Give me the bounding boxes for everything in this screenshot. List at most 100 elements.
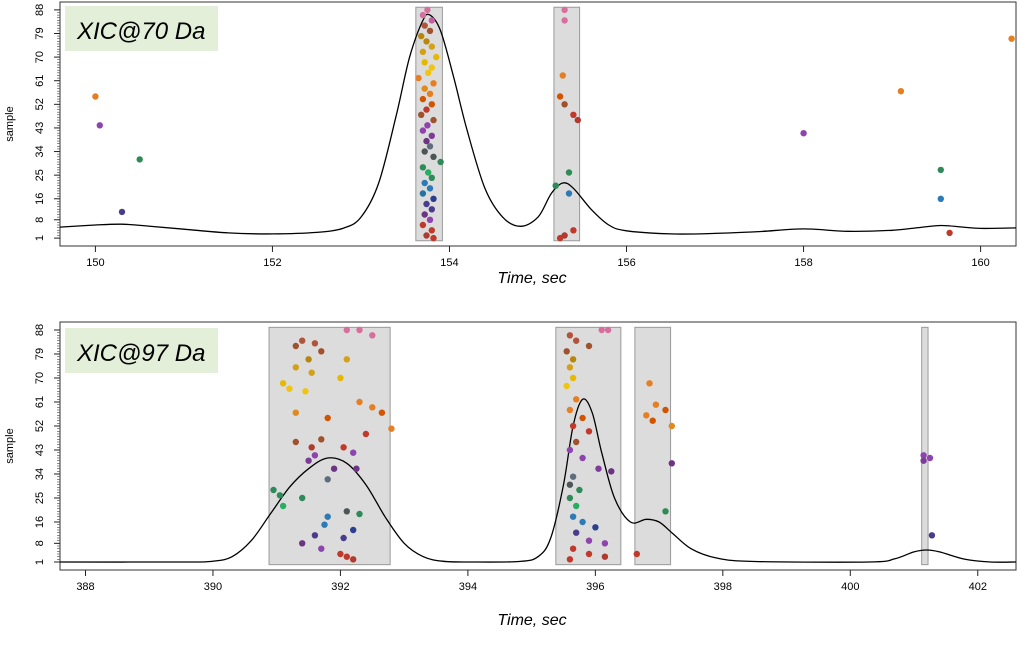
- sample-point: [559, 72, 566, 79]
- sample-point: [324, 513, 331, 520]
- x-tick-label: 388: [76, 581, 94, 593]
- sample-point: [662, 406, 669, 414]
- sample-point: [569, 473, 577, 480]
- sample-point: [569, 374, 577, 382]
- sample-point: [570, 227, 577, 234]
- sample-point: [276, 492, 284, 499]
- sample-point: [920, 457, 927, 464]
- sample-point: [652, 401, 660, 408]
- sample-point: [299, 540, 306, 547]
- x-tick-label: 152: [263, 257, 281, 269]
- sample-point: [428, 101, 435, 108]
- y-tick-label: 88: [34, 324, 46, 336]
- sample-point: [419, 95, 427, 103]
- sample-point: [579, 454, 586, 462]
- sample-point: [570, 111, 577, 119]
- sample-point: [556, 93, 564, 100]
- sample-point: [566, 446, 574, 454]
- sample-point: [423, 137, 430, 145]
- sample-point: [118, 208, 126, 216]
- sample-point: [421, 211, 428, 218]
- sample-point: [426, 27, 434, 35]
- sample-point: [437, 158, 444, 166]
- sample-point: [643, 412, 650, 419]
- sample-point: [566, 494, 574, 502]
- sample-point: [299, 494, 306, 502]
- sample-points: [92, 6, 1015, 242]
- sample-point: [565, 169, 573, 176]
- sample-point: [270, 486, 277, 494]
- sample-point: [426, 216, 434, 223]
- sample-point: [418, 32, 425, 40]
- sample-point: [415, 74, 422, 82]
- sample-point: [430, 195, 437, 202]
- sample-point: [561, 17, 568, 24]
- sample-point: [421, 179, 428, 187]
- sample-point: [430, 80, 437, 87]
- sample-point: [946, 229, 953, 237]
- sample-point: [292, 438, 299, 446]
- sample-point: [343, 553, 350, 560]
- sample-point: [419, 190, 427, 197]
- y-tick-label: 79: [34, 348, 46, 360]
- sample-point: [356, 326, 363, 334]
- sample-point: [426, 143, 434, 150]
- sample-point: [305, 356, 312, 363]
- sample-point: [421, 85, 428, 92]
- sample-point: [662, 508, 669, 515]
- sample-point: [286, 385, 293, 392]
- sample-point: [419, 48, 427, 55]
- sample-point: [601, 540, 609, 547]
- sample-point: [350, 526, 357, 534]
- sample-point: [321, 521, 328, 528]
- y-tick-label: 8: [34, 217, 46, 223]
- badge-background: [65, 6, 218, 51]
- sample-point: [565, 190, 573, 197]
- sample-point: [1008, 35, 1015, 42]
- x-tick-label: 150: [86, 257, 104, 269]
- y-tick-label: 61: [34, 75, 46, 87]
- sample-point: [552, 182, 559, 189]
- x-axis-title: Time, sec: [497, 612, 566, 629]
- sample-point: [585, 428, 593, 435]
- sample-point: [356, 398, 363, 406]
- plot-frame: [59, 1, 1017, 247]
- sample-point: [566, 481, 574, 488]
- sample-point: [418, 111, 425, 119]
- y-tick-label: 70: [34, 372, 46, 384]
- peak-window: [634, 326, 672, 566]
- sample-point: [569, 422, 577, 430]
- sample-point: [430, 153, 437, 160]
- x-axis-title: Time, sec: [497, 270, 566, 287]
- sample-point: [428, 206, 435, 213]
- sample-point: [592, 524, 599, 531]
- sample-point: [426, 185, 434, 192]
- sample-point: [350, 449, 357, 456]
- sample-point: [573, 396, 580, 403]
- sample-point: [668, 460, 675, 467]
- sample-point: [324, 414, 331, 422]
- highlight-windows: [268, 326, 929, 566]
- sample-point: [573, 529, 580, 536]
- sample-point: [573, 438, 580, 446]
- sample-points: [270, 326, 936, 563]
- sample-point: [928, 532, 936, 539]
- sample-point: [800, 130, 807, 137]
- sample-point: [576, 486, 583, 494]
- badge-background: [65, 328, 218, 373]
- sample-point: [585, 550, 593, 558]
- sample-point: [292, 364, 299, 371]
- sample-point: [421, 22, 428, 29]
- sample-point: [585, 342, 593, 350]
- y-axis-ticks: 1 8 16 25 34 43 52 61 70 79 88: [34, 4, 60, 241]
- sample-point: [419, 11, 427, 19]
- sample-point: [279, 502, 287, 510]
- sample-point: [585, 537, 593, 544]
- sample-point: [279, 380, 287, 387]
- xic-curve: [59, 398, 1017, 563]
- sample-point: [430, 116, 437, 124]
- sample-point: [302, 388, 309, 395]
- sample-point: [428, 43, 435, 50]
- y-tick-label: 70: [34, 51, 46, 63]
